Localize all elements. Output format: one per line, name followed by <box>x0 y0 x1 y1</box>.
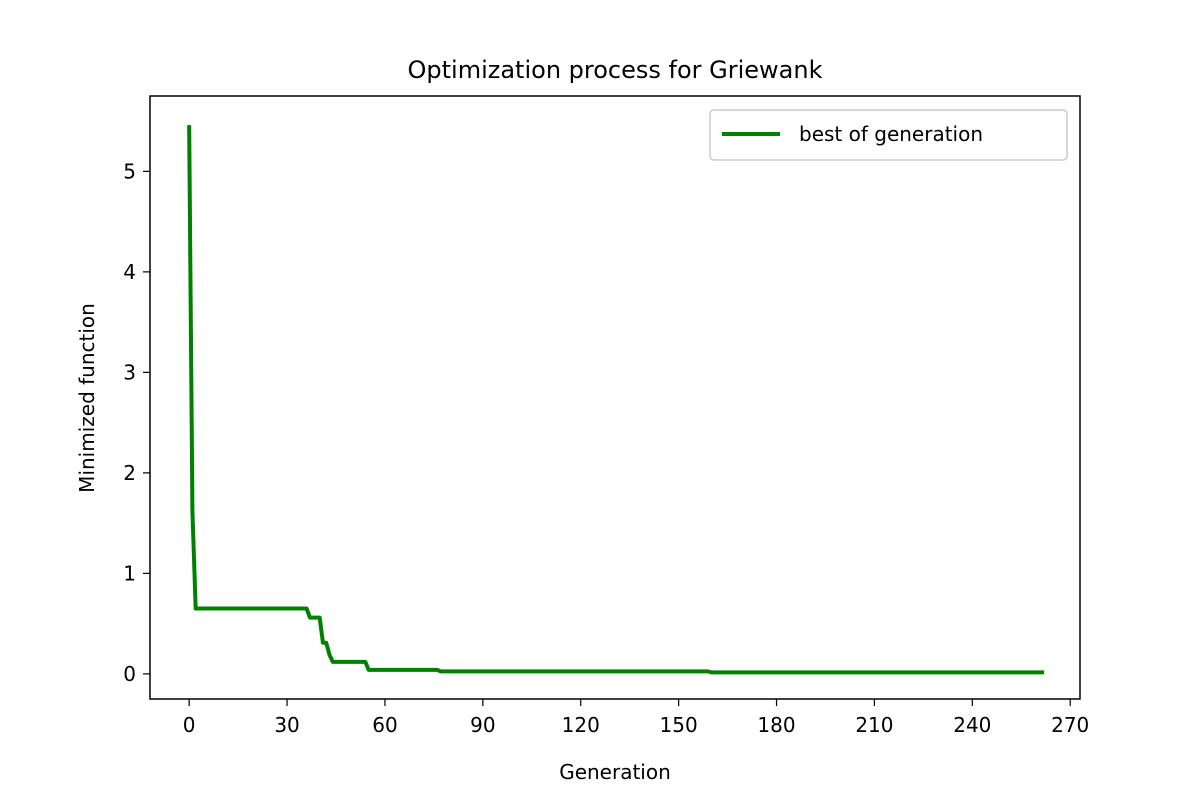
x-tick-label: 180 <box>757 713 795 737</box>
x-tick-label: 90 <box>470 713 495 737</box>
x-tick-label: 60 <box>372 713 397 737</box>
x-tick-label: 240 <box>953 713 991 737</box>
x-tick-label: 30 <box>274 713 299 737</box>
x-tick-label: 150 <box>660 713 698 737</box>
chart-title: Optimization process for Griewank <box>408 56 823 84</box>
y-tick-label: 4 <box>123 260 136 284</box>
plot-area-frame <box>149 95 1081 700</box>
y-tick-label: 3 <box>123 360 136 384</box>
legend-label: best of generation <box>799 122 983 146</box>
y-tick-label: 0 <box>123 662 136 686</box>
y-tick-label: 1 <box>123 561 136 585</box>
y-axis-label: Minimized function <box>75 303 99 493</box>
legend: best of generation <box>709 109 1068 161</box>
series-line-best-of-generation <box>187 125 1045 675</box>
y-tick-label: 2 <box>123 461 136 485</box>
series-layer <box>187 125 1045 675</box>
y-tick-label: 5 <box>123 159 136 183</box>
x-tick-label: 0 <box>183 713 196 737</box>
legend-box <box>709 109 1068 161</box>
x-tick-label: 120 <box>562 713 600 737</box>
x-axis-label: Generation <box>559 760 671 784</box>
x-axis: 0 30 60 90 120 150 180 210 240 270 <box>183 699 1089 737</box>
x-tick-label: 210 <box>855 713 893 737</box>
y-axis: 0 1 2 3 4 5 <box>123 159 150 686</box>
x-tick-label: 270 <box>1051 713 1089 737</box>
